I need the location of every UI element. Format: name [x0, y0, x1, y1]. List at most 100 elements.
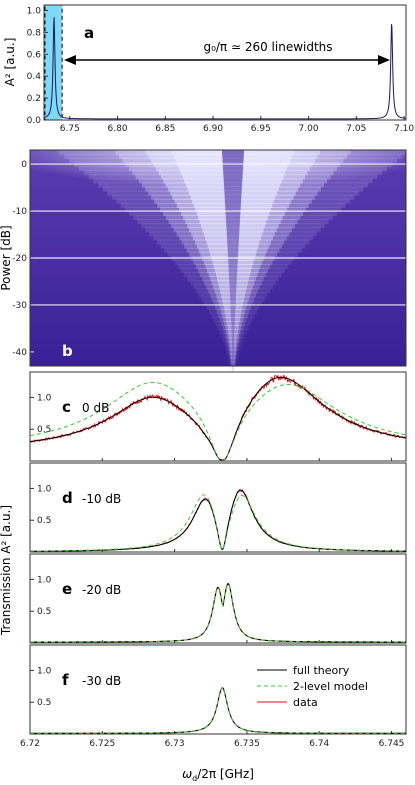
transmission-ylabel: Transmission A² [a.u.] — [0, 505, 13, 636]
full-theory-series — [30, 582, 406, 643]
heatmap-cell — [227, 353, 239, 359]
heatmap-cell — [230, 353, 236, 359]
heatmap-cell — [222, 300, 244, 306]
x-tick-label: 6.72 — [20, 739, 40, 749]
heatmap-cell — [230, 345, 236, 351]
two-level-series — [30, 686, 406, 734]
heatmap-cell — [226, 329, 240, 335]
heatmap-dip — [232, 345, 234, 351]
heatmap-cell — [229, 337, 237, 343]
heatmap-dip — [230, 308, 236, 314]
heatmap-dip — [224, 194, 242, 200]
panel-frame — [29, 462, 407, 553]
x-tick-label: 6.80 — [108, 124, 128, 134]
heatmap-cell — [210, 276, 256, 282]
heatmap-cell — [215, 272, 251, 278]
heatmap-cell — [219, 284, 247, 290]
heatmap-cell — [230, 366, 236, 371]
y-tick-label: 0.8 — [27, 28, 42, 38]
heatmap-cell — [220, 288, 246, 294]
heatmap-cell — [230, 361, 236, 367]
y-tick-label: 0.6 — [27, 50, 42, 60]
y-tick-label: 0.2 — [27, 94, 41, 104]
heatmap-dip — [223, 182, 243, 188]
heatmap-dip — [232, 349, 234, 355]
two-level-series — [29, 381, 407, 461]
heatmap-cell — [224, 321, 242, 326]
heatmap-cell — [226, 349, 240, 355]
heatmap-cell — [215, 304, 251, 310]
heatmap-cell — [211, 296, 255, 302]
heatmap-dip — [230, 304, 236, 310]
heatmap-cell — [229, 353, 237, 359]
heatmap-dip — [232, 357, 234, 363]
panel-a: 6.75 6.80 6.85 6.90 6.95 7.00 7.05 7.10 0.0 0.2 0.… — [3, 4, 414, 134]
heatmap-cell — [204, 280, 262, 286]
x-tick-label: 6.95 — [251, 124, 271, 134]
heatmap-dip — [226, 223, 240, 229]
heatmap-cell — [202, 276, 264, 282]
heatmap-cell — [203, 300, 263, 306]
heatmap-cell — [213, 300, 253, 306]
heatmap-cell — [213, 317, 253, 322]
x-tick-label: 7.05 — [346, 124, 366, 134]
heatmap-cell — [222, 313, 244, 318]
heatmap-dip — [222, 154, 244, 159]
heatmap-cell — [215, 292, 251, 298]
heatmap-cell — [231, 361, 235, 367]
heatmap-cell — [221, 321, 245, 326]
heatmap-dip — [225, 207, 241, 212]
heatmap-cell — [193, 284, 273, 290]
double-arrow — [64, 55, 390, 65]
heatmap-dip — [229, 292, 237, 298]
heatmap-dip — [227, 239, 239, 245]
y-tick-label: 1.0 — [37, 393, 52, 403]
heatmap-cell — [217, 325, 249, 331]
heatmap-cell — [196, 288, 270, 294]
heatmap-cell — [231, 357, 235, 363]
panel-label-e: e — [62, 580, 72, 598]
heatmap-cell — [230, 357, 236, 363]
heatmap-cell — [226, 317, 240, 322]
y-tick-label: 0.5 — [37, 607, 51, 617]
panel-d: 0.5 1.0 d -10 dB — [29, 462, 407, 553]
heatmap-cell — [227, 345, 239, 351]
spectrum-line — [43, 17, 407, 120]
power-label: -20 dB — [82, 583, 121, 597]
heatmap-dip — [231, 329, 235, 335]
panel-frame — [29, 553, 407, 644]
panel-a-ylabel: A² [a.u.] — [3, 38, 17, 87]
heatmap-dip — [222, 166, 244, 172]
heatmap-cell — [229, 345, 237, 351]
heatmap-cell — [227, 337, 239, 343]
heatmap-dip — [223, 174, 243, 180]
heatmap-resonance — [59, 150, 407, 371]
panel-frame — [29, 644, 407, 735]
heatmap-dip — [228, 260, 238, 265]
heatmap-dip — [226, 227, 240, 233]
heatmap-cell — [218, 300, 248, 306]
heatmap-dip — [231, 321, 235, 326]
heatmap-cell — [224, 308, 242, 314]
heatmap-dip — [232, 337, 234, 343]
x-tick-label: 6.85 — [155, 124, 175, 134]
heatmap-cell — [197, 268, 269, 273]
heatmap-cell — [226, 341, 240, 347]
y-tick-label: 0 — [21, 160, 27, 170]
panel-b: 0 -10 -20 -30 -40 b Power [dB] — [0, 149, 407, 371]
two-level-series — [29, 494, 407, 552]
heatmap-dip — [231, 333, 235, 339]
heatmap-cell — [223, 304, 243, 310]
heatmap-dip — [226, 235, 240, 241]
heatmap-dip — [227, 247, 239, 253]
heatmap-dip — [223, 178, 243, 184]
heatmap-cell — [184, 272, 282, 278]
heatmap-cell — [219, 329, 247, 335]
heatmap-dip — [229, 276, 237, 282]
heatmap-cell — [225, 313, 241, 318]
y-tick-label: -40 — [12, 348, 27, 358]
y-tick-label: -20 — [12, 254, 27, 264]
y-tick-label: 0.5 — [37, 698, 51, 708]
x-tick-label: 6.735 — [234, 739, 260, 749]
